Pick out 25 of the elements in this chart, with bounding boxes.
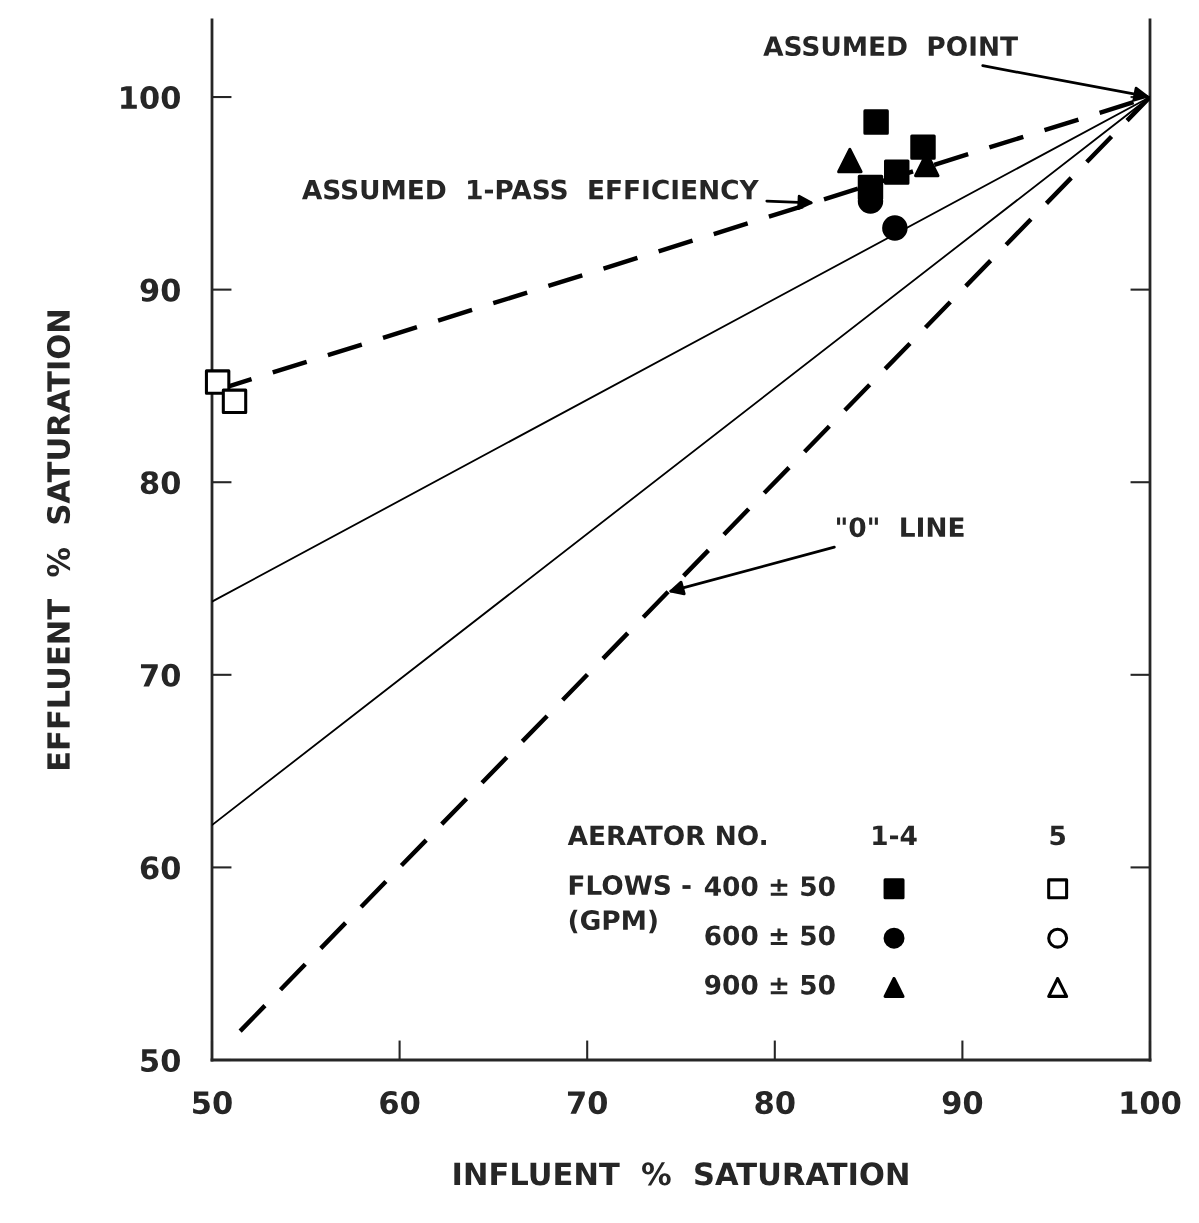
annotation: 1-4 bbox=[873, 825, 917, 845]
x-tick-label: 80 bbox=[755, 1091, 795, 1115]
annotation: FLOWS - bbox=[569, 875, 691, 896]
legend-label: 600 ± 50 bbox=[705, 925, 835, 946]
y-tick-label: 50 bbox=[141, 1048, 180, 1073]
x-tick-label: 50 bbox=[193, 1091, 232, 1115]
y-tick-label: 90 bbox=[140, 278, 180, 302]
x-tick-label: 70 bbox=[567, 1091, 607, 1115]
y-tick-label: 80 bbox=[140, 471, 180, 495]
x-tick-label: 60 bbox=[380, 1091, 420, 1115]
legend-label: 900 ± 50 bbox=[705, 974, 835, 995]
legend-label: 400 ± 50 bbox=[704, 876, 835, 897]
legend-title: AERATOR NO. bbox=[567, 825, 766, 846]
x-tick-label: 100 bbox=[1121, 1091, 1181, 1115]
y-axis-title: EFFLUENT % SATURATION bbox=[46, 310, 71, 770]
annotation: 5 bbox=[1050, 825, 1065, 846]
y-tick-label: 60 bbox=[140, 856, 180, 880]
x-tick-label: 90 bbox=[942, 1091, 983, 1115]
y-tick-label: 70 bbox=[140, 663, 180, 687]
y-tick-label: 100 bbox=[121, 85, 180, 110]
annotation: ASSUMED 1-PASS EFFICIENCY bbox=[302, 179, 759, 200]
annotation: (GPM) bbox=[569, 909, 657, 934]
x-axis-title: INFLUENT % SATURATION bbox=[454, 1162, 908, 1186]
annotation: "0" LINE bbox=[837, 517, 964, 538]
annotation: ASSUMED POINT bbox=[763, 36, 1018, 57]
